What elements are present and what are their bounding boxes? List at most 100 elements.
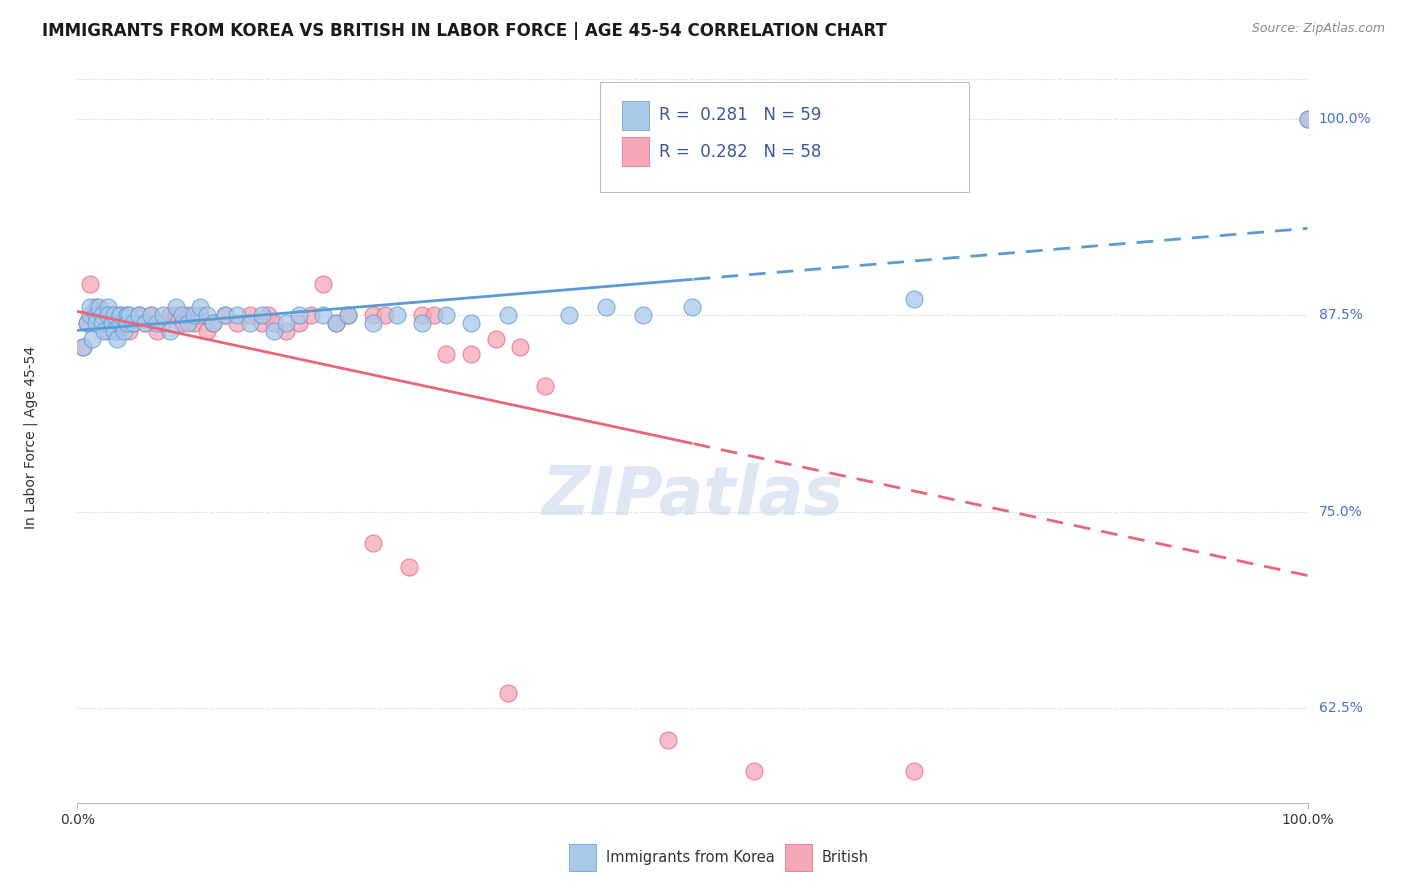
Point	[903, 293, 925, 307]
Text: 100.0%: 100.0%	[1319, 112, 1371, 126]
Text: Immigrants from Korea: Immigrants from Korea	[606, 850, 775, 865]
Point	[337, 308, 360, 322]
Point	[183, 308, 205, 322]
Point	[226, 316, 249, 330]
Point	[288, 316, 311, 330]
Point	[141, 308, 163, 322]
Point	[93, 316, 115, 330]
Text: British: British	[821, 850, 869, 865]
Point	[115, 316, 138, 330]
Point	[633, 308, 655, 322]
Point	[509, 340, 531, 354]
Point	[110, 308, 132, 322]
Point	[170, 308, 193, 322]
Point	[159, 324, 181, 338]
Point	[411, 316, 433, 330]
Point	[165, 308, 187, 322]
Text: IMMIGRANTS FROM KOREA VS BRITISH IN LABOR FORCE | AGE 45-54 CORRELATION CHART: IMMIGRANTS FROM KOREA VS BRITISH IN LABO…	[42, 22, 887, 40]
Point	[76, 316, 98, 330]
Point	[1296, 112, 1319, 126]
Point	[79, 301, 101, 315]
Point	[183, 316, 205, 330]
Point	[165, 301, 187, 315]
Point	[188, 308, 212, 322]
Point	[79, 308, 101, 322]
Point	[82, 308, 104, 322]
Point	[134, 316, 156, 330]
Point	[72, 340, 94, 354]
Point	[112, 324, 135, 338]
Point	[195, 324, 218, 338]
Point	[436, 308, 458, 322]
Point	[159, 308, 181, 322]
Point	[97, 324, 120, 338]
Point	[558, 308, 581, 322]
Point	[534, 379, 557, 393]
Point	[103, 308, 125, 322]
Point	[101, 316, 124, 330]
Point	[325, 316, 347, 330]
Point	[89, 301, 111, 315]
Point	[84, 308, 107, 322]
Point	[288, 308, 311, 322]
Point	[97, 301, 120, 315]
Point	[84, 301, 107, 315]
Point	[118, 308, 141, 322]
Point	[84, 316, 107, 330]
Point	[742, 764, 765, 779]
Point	[177, 308, 200, 322]
Point	[82, 332, 104, 346]
Point	[128, 308, 150, 322]
Bar	[623, 137, 650, 167]
Point	[110, 308, 132, 322]
Point	[89, 308, 111, 322]
Point	[239, 316, 262, 330]
Point	[177, 316, 200, 330]
Point	[152, 316, 174, 330]
Point	[146, 324, 169, 338]
Point	[201, 316, 224, 330]
Point	[276, 324, 298, 338]
Text: R =  0.282   N = 58: R = 0.282 N = 58	[659, 143, 821, 161]
Point	[93, 324, 115, 338]
Point	[657, 732, 679, 747]
Point	[385, 308, 409, 322]
Point	[226, 308, 249, 322]
Point	[250, 316, 273, 330]
Point	[115, 308, 138, 322]
Point	[90, 316, 114, 330]
Point	[460, 347, 482, 361]
Point	[105, 324, 128, 338]
Point	[263, 316, 285, 330]
Point	[361, 536, 384, 550]
Point	[101, 316, 124, 330]
Point	[276, 316, 298, 330]
Point	[436, 347, 458, 361]
Point	[903, 764, 925, 779]
Point	[361, 308, 384, 322]
Point	[128, 308, 150, 322]
Bar	[785, 845, 811, 871]
Point	[118, 324, 141, 338]
Text: 62.5%: 62.5%	[1319, 701, 1362, 715]
Point	[496, 308, 519, 322]
Point	[214, 308, 236, 322]
Point	[337, 308, 360, 322]
Point	[112, 316, 135, 330]
Point	[1296, 112, 1319, 126]
Text: Source: ZipAtlas.com: Source: ZipAtlas.com	[1251, 22, 1385, 36]
Point	[325, 316, 347, 330]
Point	[76, 316, 98, 330]
Point	[103, 308, 125, 322]
Bar	[623, 101, 650, 130]
Text: 87.5%: 87.5%	[1319, 308, 1362, 322]
Point	[201, 316, 224, 330]
Point	[485, 332, 508, 346]
Point	[105, 332, 128, 346]
Point	[496, 686, 519, 700]
Text: R =  0.281   N = 59: R = 0.281 N = 59	[659, 106, 821, 124]
Point	[115, 308, 138, 322]
Point	[72, 340, 94, 354]
Text: 75.0%: 75.0%	[1319, 505, 1362, 519]
Point	[460, 316, 482, 330]
